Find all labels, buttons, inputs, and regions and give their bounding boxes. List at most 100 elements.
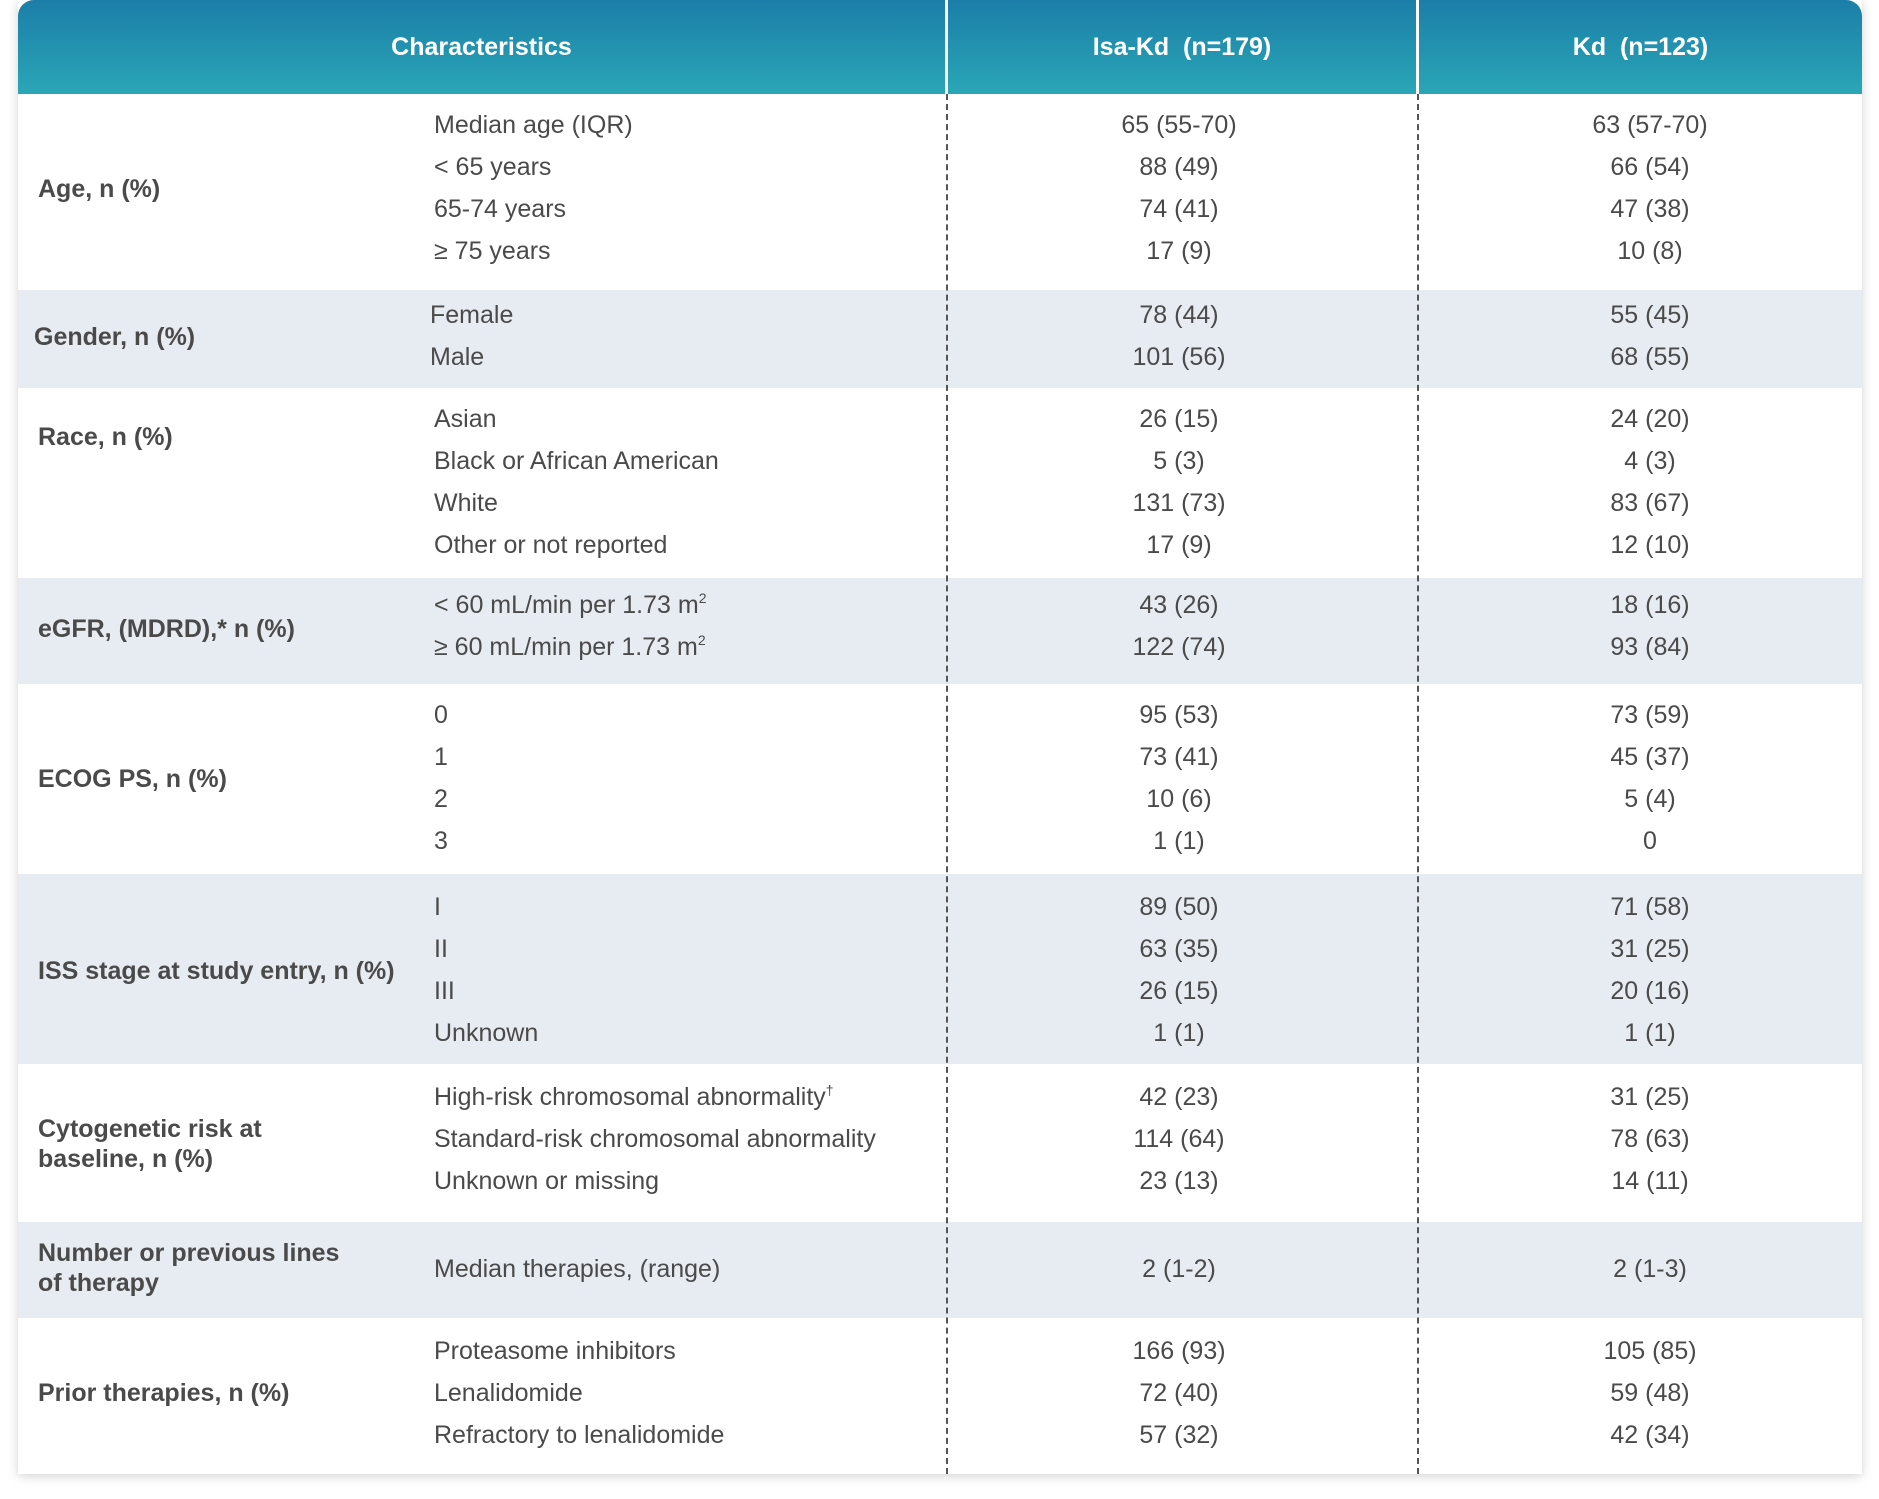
header-isa-kd: Isa-Kd (n=179) xyxy=(1092,32,1272,61)
cell-isa-kd: 74 (41) xyxy=(1139,195,1219,223)
cell-isa-kd: 43 (26) xyxy=(1139,591,1219,619)
row-label: Standard-risk chromosomal abnormality xyxy=(434,1125,876,1153)
table-group-age: Age, n (%) Median age (IQR) 65 (55-70) 6… xyxy=(18,94,1862,290)
row-label: 3 xyxy=(434,827,448,855)
row-label: ≥ 60 mL/min per 1.73 m2 xyxy=(434,632,706,661)
cell-kd: 1 (1) xyxy=(1624,1019,1676,1047)
row-label: High-risk chromosomal abnormality† xyxy=(434,1082,834,1111)
category-label: Gender, n (%) xyxy=(34,323,196,351)
cell-isa-kd: 131 (73) xyxy=(1132,489,1226,517)
row-label: ≥ 75 years xyxy=(434,237,551,265)
row-label: 2 xyxy=(434,785,448,813)
row-label: III xyxy=(434,977,455,1005)
category-label: ISS stage at study entry, n (%) xyxy=(38,957,395,985)
table-group-previous-lines: Number or previous lines of therapy Medi… xyxy=(18,1222,1862,1318)
cell-isa-kd: 17 (9) xyxy=(1146,237,1212,265)
cell-isa-kd: 1 (1) xyxy=(1153,1019,1205,1047)
table-group-race: Race, n (%) Asian 26 (15) 24 (20) Black … xyxy=(18,388,1862,578)
baseline-characteristics-table: Characteristics Isa-Kd (n=179) Kd (n=123… xyxy=(18,0,1862,1474)
row-label: 1 xyxy=(434,743,448,771)
table-group-iss-stage: ISS stage at study entry, n (%) I 89 (50… xyxy=(18,874,1862,1064)
row-label: Median therapies, (range) xyxy=(434,1255,721,1283)
cell-isa-kd: 1 (1) xyxy=(1153,827,1205,855)
cell-isa-kd: 57 (32) xyxy=(1139,1421,1219,1449)
cell-kd: 45 (37) xyxy=(1610,743,1690,771)
category-label: Race, n (%) xyxy=(38,423,173,451)
cell-kd: 14 (11) xyxy=(1611,1167,1689,1195)
cell-isa-kd: 26 (15) xyxy=(1139,405,1219,433)
cell-isa-kd: 72 (40) xyxy=(1139,1379,1219,1407)
cell-kd: 105 (85) xyxy=(1603,1337,1697,1365)
cell-kd: 47 (38) xyxy=(1610,195,1690,223)
table-group-prior-therapies: Prior therapies, n (%) Proteasome inhibi… xyxy=(18,1318,1862,1474)
cell-isa-kd: 23 (13) xyxy=(1139,1167,1219,1195)
cell-kd: 31 (25) xyxy=(1610,935,1690,963)
table-header: Characteristics Isa-Kd (n=179) Kd (n=123… xyxy=(18,0,1862,94)
cell-kd: 68 (55) xyxy=(1610,343,1690,371)
row-label: Asian xyxy=(434,405,497,433)
cell-kd: 63 (57-70) xyxy=(1592,111,1708,139)
row-label: White xyxy=(434,489,498,517)
cell-isa-kd: 63 (35) xyxy=(1139,935,1219,963)
cell-kd: 71 (58) xyxy=(1610,893,1690,921)
cell-kd: 66 (54) xyxy=(1610,153,1690,181)
cell-kd: 78 (63) xyxy=(1610,1125,1690,1153)
row-label: 65-74 years xyxy=(434,195,567,223)
row-label: Black or African American xyxy=(434,447,719,475)
column-divider xyxy=(946,94,948,1474)
row-label: Female xyxy=(430,301,514,329)
cell-kd: 20 (16) xyxy=(1610,977,1690,1005)
cell-kd: 10 (8) xyxy=(1617,237,1683,265)
row-label: Proteasome inhibitors xyxy=(434,1337,676,1365)
row-label: Unknown or missing xyxy=(434,1167,660,1195)
category-label: eGFR, (MDRD),* n (%) xyxy=(38,615,295,643)
row-label: < 65 years xyxy=(434,153,552,181)
category-label: ECOG PS, n (%) xyxy=(38,765,227,793)
cell-isa-kd: 78 (44) xyxy=(1139,301,1219,329)
header-characteristics: Characteristics xyxy=(391,32,572,61)
cell-kd: 93 (84) xyxy=(1610,633,1690,661)
cell-kd: 12 (10) xyxy=(1610,531,1690,559)
row-label: I xyxy=(434,893,441,921)
cell-kd: 4 (3) xyxy=(1624,447,1676,475)
row-label: 0 xyxy=(434,701,448,729)
cell-isa-kd: 166 (93) xyxy=(1132,1337,1226,1365)
cell-isa-kd: 5 (3) xyxy=(1153,447,1205,475)
cell-kd: 24 (20) xyxy=(1610,405,1690,433)
row-label: < 60 mL/min per 1.73 m2 xyxy=(434,590,707,619)
cell-isa-kd: 73 (41) xyxy=(1139,743,1219,771)
cell-isa-kd: 26 (15) xyxy=(1139,977,1219,1005)
cell-kd: 0 xyxy=(1643,827,1657,855)
row-label: Median age (IQR) xyxy=(434,111,633,139)
cell-isa-kd: 88 (49) xyxy=(1139,153,1219,181)
cell-isa-kd: 65 (55-70) xyxy=(1121,111,1237,139)
table-group-egfr: eGFR, (MDRD),* n (%) < 60 mL/min per 1.7… xyxy=(18,578,1862,684)
header-kd: Kd (n=123) xyxy=(1572,32,1709,61)
cell-kd: 73 (59) xyxy=(1610,701,1690,729)
cell-isa-kd: 89 (50) xyxy=(1139,893,1219,921)
column-divider xyxy=(1417,94,1419,1474)
category-label: Number or previous lines of therapy xyxy=(38,1239,340,1297)
row-label: Refractory to lenalidomide xyxy=(434,1421,725,1449)
category-label: Age, n (%) xyxy=(38,175,161,203)
table-group-cytogenetic-risk: Cytogenetic risk at baseline, n (%) High… xyxy=(18,1064,1862,1222)
row-label: II xyxy=(434,935,448,963)
cell-isa-kd: 101 (56) xyxy=(1132,343,1226,371)
table-group-gender: Gender, n (%) Female 78 (44) 55 (45) Mal… xyxy=(18,290,1862,388)
cell-isa-kd: 10 (6) xyxy=(1146,785,1212,813)
row-label: Other or not reported xyxy=(434,531,668,559)
table-group-ecog: ECOG PS, n (%) 0 95 (53) 73 (59) 1 73 (4… xyxy=(18,684,1862,874)
row-label: Male xyxy=(430,343,485,371)
row-label: Unknown xyxy=(434,1019,539,1047)
cell-isa-kd: 95 (53) xyxy=(1139,701,1219,729)
cell-isa-kd: 42 (23) xyxy=(1139,1083,1219,1111)
category-label: Prior therapies, n (%) xyxy=(38,1379,290,1407)
cell-kd: 55 (45) xyxy=(1610,301,1690,329)
header-divider xyxy=(1416,0,1419,94)
category-label: Cytogenetic risk at baseline, n (%) xyxy=(38,1115,262,1173)
cell-kd: 2 (1-3) xyxy=(1613,1255,1687,1283)
cell-isa-kd: 122 (74) xyxy=(1132,633,1226,661)
cell-isa-kd: 2 (1-2) xyxy=(1142,1255,1216,1283)
cell-kd: 5 (4) xyxy=(1624,785,1676,813)
cell-isa-kd: 114 (64) xyxy=(1133,1125,1225,1153)
